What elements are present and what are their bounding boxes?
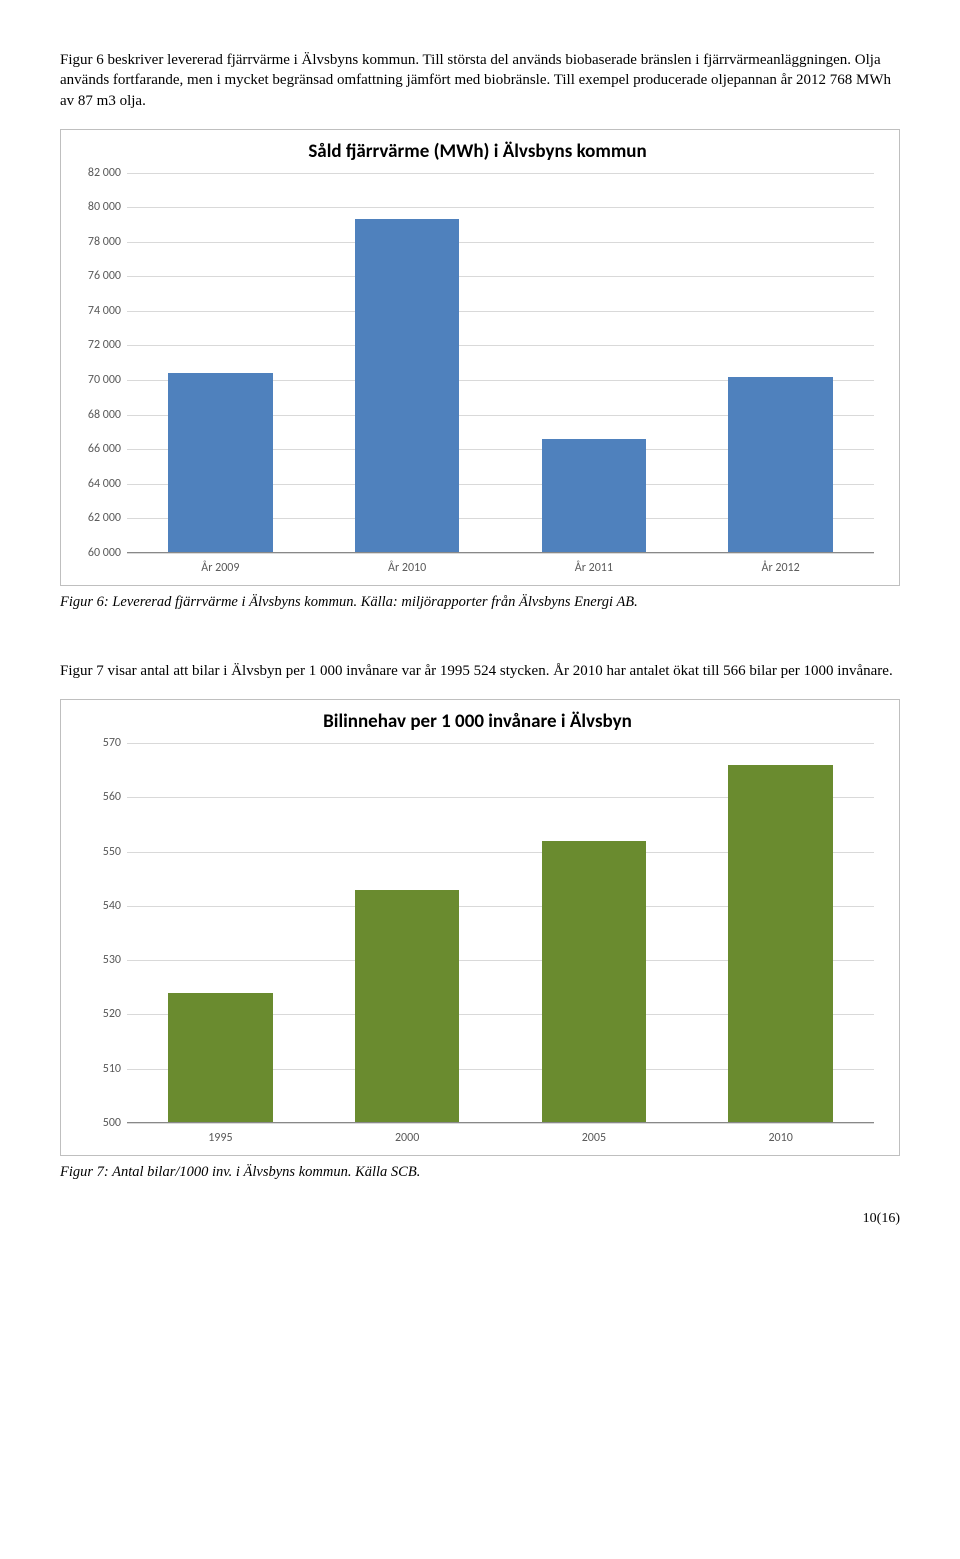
x-tick-label: 2005: [501, 1131, 688, 1145]
chart-bar: [728, 765, 833, 1123]
chart-bar: [355, 219, 460, 552]
x-tick-label: 2010: [687, 1131, 874, 1145]
page-number: 10(16): [60, 1211, 900, 1227]
chart-bar: [168, 373, 273, 553]
x-tick-label: År 2010: [314, 561, 501, 575]
y-tick-label: 66 000: [61, 442, 127, 456]
chart-fjarrvarme: Såld fjärrvärme (MWh) i Älvsbyns kommun …: [60, 129, 900, 586]
chart-bar: [168, 993, 273, 1123]
chart1-title: Såld fjärrvärme (MWh) i Älvsbyns kommun: [71, 140, 884, 163]
y-tick-label: 510: [61, 1062, 127, 1076]
y-tick-label: 72 000: [61, 338, 127, 352]
y-tick-label: 68 000: [61, 408, 127, 422]
caption-figur6: Figur 6: Levererad fjärrvärme i Älvsbyns…: [60, 594, 900, 611]
paragraph-2: Figur 7 visar antal att bilar i Älvsbyn …: [60, 661, 900, 681]
y-tick-label: 520: [61, 1007, 127, 1021]
y-tick-label: 530: [61, 953, 127, 967]
chart-bilinnehav: Bilinnehav per 1 000 invånare i Älvsbyn …: [60, 699, 900, 1156]
chart-bar: [542, 841, 647, 1123]
chart-bar: [542, 439, 647, 553]
y-tick-label: 550: [61, 845, 127, 859]
y-tick-label: 80 000: [61, 200, 127, 214]
x-tick-label: 1995: [127, 1131, 314, 1145]
x-tick-label: 2000: [314, 1131, 501, 1145]
y-tick-label: 540: [61, 899, 127, 913]
y-tick-label: 82 000: [61, 166, 127, 180]
y-tick-label: 560: [61, 790, 127, 804]
x-tick-label: År 2009: [127, 561, 314, 575]
y-tick-label: 78 000: [61, 235, 127, 249]
y-tick-label: 70 000: [61, 373, 127, 387]
x-tick-label: År 2011: [501, 561, 688, 575]
chart2-title: Bilinnehav per 1 000 invånare i Älvsbyn: [71, 710, 884, 733]
x-tick-label: År 2012: [687, 561, 874, 575]
y-tick-label: 74 000: [61, 304, 127, 318]
y-tick-label: 64 000: [61, 477, 127, 491]
y-tick-label: 570: [61, 736, 127, 750]
y-tick-label: 60 000: [61, 546, 127, 560]
chart-bar: [728, 377, 833, 553]
y-tick-label: 500: [61, 1116, 127, 1130]
paragraph-1: Figur 6 beskriver levererad fjärrvärme i…: [60, 50, 900, 111]
y-tick-label: 62 000: [61, 511, 127, 525]
y-tick-label: 76 000: [61, 269, 127, 283]
caption-figur7: Figur 7: Antal bilar/1000 inv. i Älvsbyn…: [60, 1164, 900, 1181]
chart-bar: [355, 890, 460, 1123]
